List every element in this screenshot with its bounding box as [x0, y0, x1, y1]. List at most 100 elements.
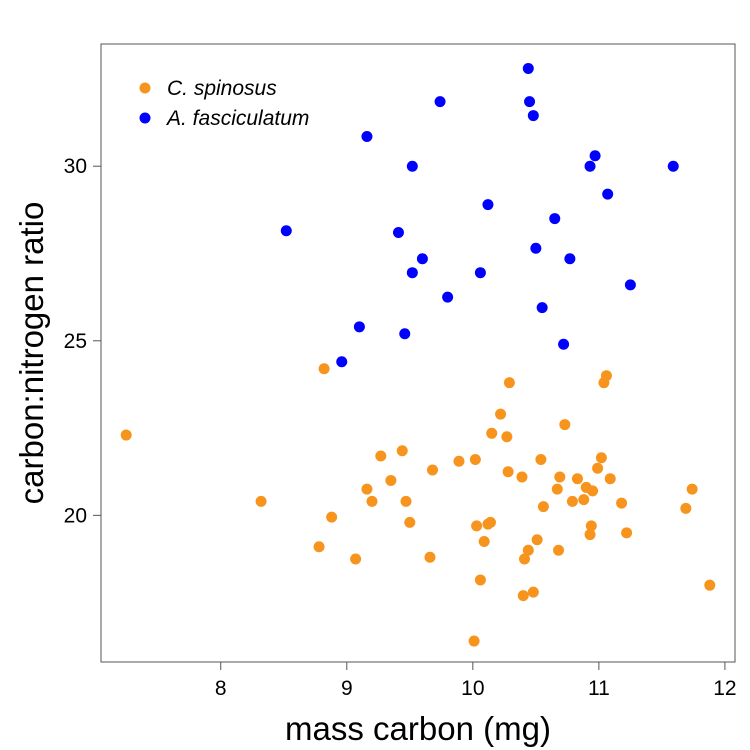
data-point-c-spinosus — [426, 464, 438, 476]
data-point-c-spinosus — [592, 462, 604, 474]
data-point-c-spinosus — [375, 450, 387, 462]
data-point-c-spinosus — [604, 473, 616, 485]
x-axis: 8 9 10 11 12 — [215, 662, 737, 700]
data-point-a-fasciculatum — [399, 328, 411, 340]
y-axis: 20 25 30 — [64, 155, 101, 527]
data-point-c-spinosus — [385, 474, 397, 486]
data-point-c-spinosus — [471, 520, 483, 532]
data-point-c-spinosus — [361, 483, 373, 495]
data-point-a-fasciculatum — [589, 150, 601, 162]
data-point-c-spinosus — [559, 419, 571, 431]
data-point-c-spinosus — [616, 497, 628, 509]
data-point-a-fasciculatum — [624, 279, 636, 291]
legend-marker-a-fasciculatum — [139, 112, 151, 124]
data-point-c-spinosus — [502, 466, 514, 478]
data-points — [120, 62, 716, 647]
data-point-c-spinosus — [120, 429, 132, 441]
plot-area-frame — [100, 43, 736, 663]
data-point-a-fasciculatum — [602, 188, 614, 200]
data-point-c-spinosus — [585, 520, 597, 532]
data-point-c-spinosus — [396, 445, 408, 457]
data-point-a-fasciculatum — [558, 338, 570, 350]
y-axis-label: carbon:nitrogen ratio — [13, 202, 50, 505]
data-point-a-fasciculatum — [353, 321, 365, 333]
data-point-c-spinosus — [503, 377, 515, 389]
data-point-c-spinosus — [478, 536, 490, 548]
data-point-c-spinosus — [566, 495, 578, 507]
x-tick-label: 9 — [341, 677, 353, 700]
data-point-c-spinosus — [551, 483, 563, 495]
data-point-c-spinosus — [553, 544, 565, 556]
data-point-c-spinosus — [517, 590, 529, 602]
data-point-c-spinosus — [486, 427, 498, 439]
data-point-c-spinosus — [326, 511, 338, 523]
data-point-a-fasciculatum — [406, 160, 418, 172]
data-point-a-fasciculatum — [527, 110, 539, 122]
data-point-c-spinosus — [535, 453, 547, 465]
data-point-c-spinosus — [587, 485, 599, 497]
data-point-a-fasciculatum — [434, 96, 446, 108]
data-point-c-spinosus — [531, 534, 543, 546]
data-point-c-spinosus — [595, 452, 607, 464]
data-point-a-fasciculatum — [442, 291, 454, 303]
data-point-a-fasciculatum — [584, 160, 596, 172]
data-point-c-spinosus — [527, 586, 539, 598]
data-point-c-spinosus — [600, 370, 612, 382]
data-point-c-spinosus — [453, 455, 465, 467]
data-point-a-fasciculatum — [549, 213, 561, 225]
legend-label-c-spinosus: C. spinosus — [167, 77, 277, 100]
data-point-a-fasciculatum — [667, 160, 679, 172]
data-point-c-spinosus — [537, 501, 549, 513]
data-point-c-spinosus — [680, 502, 692, 514]
data-point-c-spinosus — [621, 527, 633, 539]
data-point-a-fasciculatum — [482, 199, 494, 211]
data-point-a-fasciculatum — [416, 253, 428, 265]
x-tick-label: 12 — [713, 677, 736, 700]
legend-marker-c-spinosus — [139, 82, 151, 94]
data-point-a-fasciculatum — [536, 302, 548, 314]
data-point-c-spinosus — [313, 541, 325, 553]
data-point-c-spinosus — [468, 635, 480, 647]
data-point-c-spinosus — [255, 495, 267, 507]
data-point-a-fasciculatum — [530, 242, 542, 254]
data-point-a-fasciculatum — [361, 131, 373, 143]
data-point-c-spinosus — [516, 471, 528, 483]
y-tick-label: 30 — [64, 155, 87, 178]
data-point-c-spinosus — [318, 363, 330, 375]
data-point-c-spinosus — [474, 574, 486, 586]
data-point-a-fasciculatum — [474, 267, 486, 279]
x-tick-label: 10 — [461, 677, 484, 700]
data-point-a-fasciculatum — [280, 225, 292, 237]
y-tick-label: 25 — [64, 330, 87, 353]
data-point-c-spinosus — [400, 495, 412, 507]
data-point-c-spinosus — [484, 516, 496, 528]
data-point-c-spinosus — [404, 516, 416, 528]
data-point-c-spinosus — [424, 551, 436, 563]
data-point-a-fasciculatum — [564, 253, 576, 265]
legend-label-a-fasciculatum: A. fasciculatum — [165, 107, 309, 130]
data-point-c-spinosus — [501, 431, 513, 443]
data-point-a-fasciculatum — [336, 356, 348, 368]
data-point-a-fasciculatum — [524, 96, 536, 108]
data-point-c-spinosus — [584, 529, 596, 541]
data-point-c-spinosus — [495, 408, 507, 420]
data-point-c-spinosus — [571, 473, 583, 485]
data-point-c-spinosus — [469, 453, 481, 465]
data-point-c-spinosus — [350, 553, 362, 565]
data-point-a-fasciculatum — [406, 267, 418, 279]
data-point-c-spinosus — [578, 494, 590, 506]
data-point-c-spinosus — [366, 495, 378, 507]
data-point-c-spinosus — [554, 471, 566, 483]
data-point-c-spinosus — [522, 544, 534, 556]
x-axis-label: mass carbon (mg) — [285, 710, 551, 747]
data-point-a-fasciculatum — [522, 62, 534, 74]
data-point-a-fasciculatum — [392, 227, 404, 239]
data-point-c-spinosus — [686, 483, 698, 495]
data-point-c-spinosus — [519, 553, 531, 565]
x-tick-label: 11 — [588, 677, 610, 700]
y-tick-label: 20 — [64, 504, 87, 527]
legend: C. spinosus A. fasciculatum — [139, 77, 309, 130]
data-point-c-spinosus — [704, 579, 716, 591]
